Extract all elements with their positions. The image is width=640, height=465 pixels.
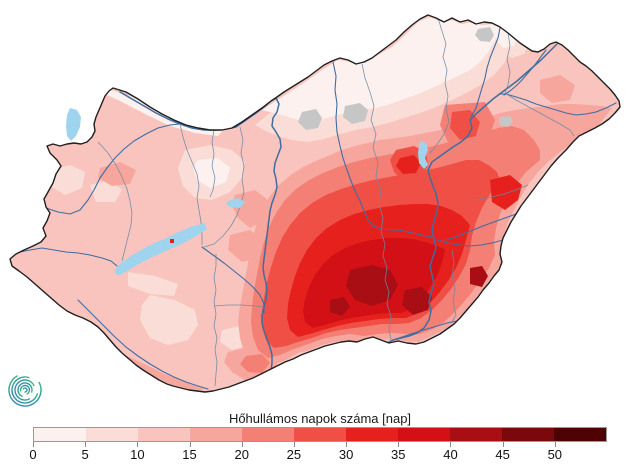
legend-tick <box>398 442 400 447</box>
zone-hajdu-east <box>490 175 522 210</box>
legend-bar <box>33 427 607 442</box>
urban-miskolc <box>475 27 494 42</box>
zone-core-1 <box>346 265 398 306</box>
legend-tick-label: 5 <box>81 447 89 462</box>
legend-tick-label: 20 <box>234 447 249 462</box>
legend-segment <box>346 428 398 441</box>
lake-balaton <box>114 223 207 276</box>
legend-segment <box>34 428 86 441</box>
county-line <box>213 254 218 387</box>
zone-core-2 <box>402 287 432 315</box>
legend-tick <box>502 442 504 447</box>
legend-tick <box>33 442 34 447</box>
river-raba <box>45 123 181 215</box>
lake-velence <box>226 198 245 208</box>
legend-tick <box>346 442 348 447</box>
zone-velence <box>232 190 268 228</box>
county-borders <box>97 17 575 387</box>
tihany-spot <box>170 239 174 243</box>
zone-somogy-hills <box>140 295 198 345</box>
urban-budapest-east <box>343 103 368 124</box>
legend-segment <box>138 428 190 441</box>
legend-tick <box>554 442 556 447</box>
legend-tick <box>189 442 191 447</box>
zone-bakony-core <box>193 158 230 188</box>
county-line <box>213 304 265 308</box>
zone-mezofold <box>228 230 262 262</box>
county-line <box>97 141 133 262</box>
river-berettyo <box>444 213 517 241</box>
country-outline <box>9 14 621 393</box>
river-koros <box>437 239 504 247</box>
legend-title: Hőhullámos napok száma [nap] <box>228 411 412 426</box>
county-line <box>504 92 575 137</box>
urban-debrecen <box>499 116 513 127</box>
county-line <box>429 17 450 154</box>
zone-drava-strip <box>118 352 205 391</box>
county-line <box>203 126 245 248</box>
urban-budapest-west <box>298 109 322 130</box>
zone-west-patch-1 <box>50 165 85 195</box>
legend-segment <box>294 428 346 441</box>
legend-tick <box>293 442 295 447</box>
river-bodrog <box>503 49 547 96</box>
county-line <box>451 249 457 323</box>
county-line <box>469 184 529 201</box>
spiral-logo-icon <box>8 373 42 407</box>
river-tisza <box>386 43 558 344</box>
zone-tiszato-red <box>396 155 421 174</box>
river-szamos <box>498 93 617 116</box>
river-drava <box>77 299 209 390</box>
zone-szabolcs-patch <box>540 75 575 103</box>
county-line <box>209 129 216 198</box>
legend-tick-label: 25 <box>286 447 302 462</box>
county-line <box>361 63 392 341</box>
legend-tick-label: 45 <box>495 447 510 462</box>
legend-ticks <box>33 442 607 447</box>
legend-tick-label: 50 <box>547 447 563 462</box>
river-zagyva <box>332 61 434 238</box>
heatwave-fill-layers <box>10 15 620 392</box>
zone-north-mountains <box>262 17 500 122</box>
county-line <box>504 32 511 94</box>
zone-tolna-core <box>240 354 270 373</box>
lake-tisza <box>418 141 428 169</box>
river-sio <box>201 246 265 314</box>
legend-tick-label: 40 <box>443 447 458 462</box>
legend-segment <box>86 428 138 441</box>
lake-ferto <box>66 108 81 141</box>
legend-tick <box>450 442 452 447</box>
legend-tick <box>241 442 243 447</box>
legend-segment <box>450 428 502 441</box>
legend-tick <box>137 442 139 447</box>
zone-core-3 <box>330 297 350 316</box>
lakes <box>114 141 428 276</box>
legend-segment <box>398 428 450 441</box>
legend-tick-label: 30 <box>338 447 354 462</box>
legend-segment <box>502 428 554 441</box>
legend-segment <box>554 428 606 441</box>
legend-tick-label: 0 <box>29 447 37 462</box>
zone-core-gyula <box>470 266 488 287</box>
legend-tick-label: 10 <box>130 447 145 462</box>
legend-tick-label: 15 <box>182 447 197 462</box>
river-zala <box>19 247 118 267</box>
legend-tick-label: 35 <box>391 447 406 462</box>
zone-south-balaton <box>128 272 178 296</box>
legend-tick <box>85 442 87 447</box>
river-sajo <box>470 27 501 118</box>
legend-segment <box>190 428 242 441</box>
river-maros <box>390 320 458 342</box>
legend-segment <box>242 428 294 441</box>
legend-labels: 0 5 10 15 20 25 30 35 40 45 50 <box>29 447 607 463</box>
